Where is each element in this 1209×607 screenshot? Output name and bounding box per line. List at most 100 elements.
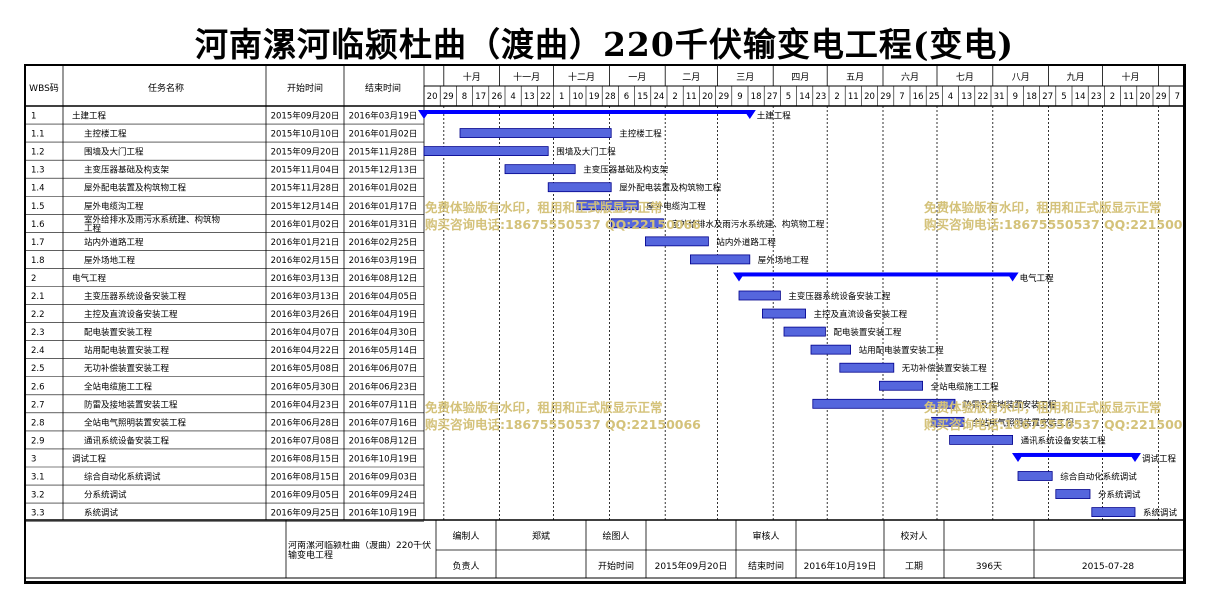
task-bar [504,164,576,175]
month-label: 四月 [791,72,809,83]
task-start: 2016年03月26日 [271,309,340,320]
day-label: 18 [751,92,762,102]
day-label: 11 [686,92,697,102]
day-label: 7 [899,92,904,102]
task-wbs: 3.3 [31,509,45,519]
bar-label: 主变压器基础及构支架 [583,165,669,176]
task-end: 2016年04月30日 [349,327,418,338]
watermark-line2: 购买咨询电话:18675550537 QQ:22150066 [924,417,1183,432]
watermark-line2: 购买咨询电话:18675550537 QQ:22150066 [924,217,1183,232]
month-label: 八月 [1012,72,1030,83]
task-end: 2016年09月24日 [349,490,418,501]
footer-checker-label: 校对人 [900,530,927,542]
task-bar [645,236,709,247]
task-wbs: 1.6 [31,220,45,230]
footer-start-label: 开始时间 [598,560,634,572]
header-start: 开始时间 [287,82,323,94]
task-bar [423,146,549,156]
task-name: 通讯系统设备安装工程 [84,435,170,446]
task-wbs: 1.3 [31,166,45,176]
watermark-line1: 免费体验版有水印，租用和正式版显示正常 [924,400,1162,415]
task-end: 2016年04月05日 [349,291,418,302]
task-wbs: 1.4 [31,184,45,194]
task-end: 2016年03月19日 [349,255,418,266]
task-end: 2016年07月11日 [349,399,418,410]
task-bar [1091,507,1136,518]
bar-label: 综合自动化系统调试 [1060,472,1137,483]
day-label: 14 [799,92,810,102]
day-label: 9 [737,92,742,102]
task-name: 无功补偿装置安装工程 [84,363,170,374]
task-name: 全站电缆施工工程 [84,381,153,392]
month-label: 五月 [846,72,864,83]
month-label: 十月 [1121,71,1139,83]
gantt-chart: WBS码 任务名称 开始时间 结束时间 十月 十一月 十二月 一月 二月 三月 四月 五月 六月… [26,66,1200,579]
footer-compiler-label: 编制人 [452,530,479,542]
watermark-line1: 免费体验版有水印，租用和正式版显示正常 [425,400,663,415]
day-label: 1 [559,92,564,102]
header-wbs: WBS码 [29,83,59,94]
task-name: 电气工程 [72,273,107,284]
gantt-frame: WBS码 任务名称 开始时间 结束时间 十月 十一月 十二月 一月 二月 三月 四月 五月 六月… [24,64,1200,584]
summary-bar [739,272,1013,277]
task-bar [812,398,956,409]
day-label: 5 [1061,92,1066,102]
day-label: 9 [1013,92,1018,102]
summary-bar-start-marker [1012,452,1024,462]
day-label: 27 [1042,92,1053,102]
task-start: 2016年03月13日 [271,273,340,284]
task-start: 2016年06月28日 [271,417,340,428]
month-label: 七月 [956,72,974,83]
task-wbs: 2.4 [31,346,45,356]
day-label: 13 [524,92,535,102]
task-wbs: 3 [31,454,36,464]
day-label: 7 [1175,92,1180,102]
task-end: 2016年03月19日 [349,111,418,122]
footer-owner-label: 负责人 [452,560,479,572]
bar-label: 全站电缆施工工程 [931,381,1000,392]
bar-label: 系统调试 [1143,508,1178,519]
task-end: 2016年10月19日 [349,508,418,519]
watermark: 免费体验版有水印，租用和正式版显示正常 购买咨询电话:18675550537 Q… [425,200,1200,432]
bar-label: 站用配电装置安装工程 [859,345,945,356]
task-start: 2015年09月20日 [271,147,340,158]
summary-bar-start-marker [733,272,745,282]
day-label: 29 [1156,92,1167,102]
task-name: 主变压器系统设备安装工程 [84,291,187,302]
day-label: 20 [1139,92,1150,102]
bar-label: 屋外电缆沟工程 [646,201,706,212]
task-name: 屋外场地工程 [84,255,136,266]
month-label: 六月 [901,71,919,83]
bar-label: 土建工程 [757,111,792,122]
day-label: 28 [605,92,616,102]
watermark-line2: 购买咨询电话:18675550537 QQ:22150066 [425,417,701,432]
summary-bar [1018,452,1135,457]
task-end: 2015年12月13日 [349,165,418,176]
task-wbs: 2.3 [31,328,45,338]
task-start: 2016年09月25日 [271,508,340,519]
day-label: 2 [672,92,677,102]
task-name: 室外给排水及雨污水系统建、构筑物工程 [84,214,221,234]
task-name: 主控及直流设备安装工程 [84,309,178,320]
day-label: 20 [864,92,875,102]
day-label: 2 [1110,92,1115,102]
task-name: 调试工程 [72,453,107,464]
task-bar [949,434,1013,445]
task-name: 土建工程 [72,111,107,122]
task-bar [879,380,924,391]
footer-start-value: 2015年09月20日 [655,560,728,572]
task-bar [810,344,851,355]
day-label: 29 [880,92,891,102]
day-label: 15 [637,92,648,102]
watermark-line2: 购买咨询电话:18675550537 QQ:22150066 [425,217,701,232]
footer-date-value: 2015-07-28 [1082,562,1135,572]
task-bar [547,182,612,193]
task-bar [610,218,664,229]
day-label: 29 [718,92,729,102]
day-label: 18 [1026,92,1037,102]
task-bar [576,200,639,211]
task-wbs: 2 [31,274,36,284]
task-bar [459,128,612,138]
task-wbs: 1.7 [31,238,45,248]
bar-label: 配电装置安装工程 [833,327,902,338]
